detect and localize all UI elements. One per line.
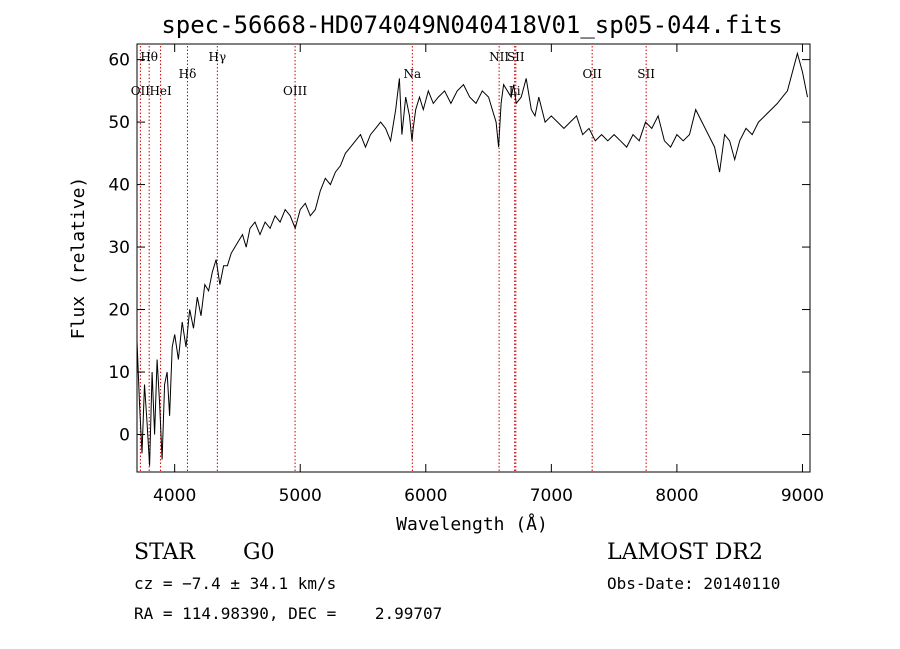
x-tick-label: 6000: [404, 486, 447, 506]
x-axis-label: Wavelength (Å): [396, 513, 548, 535]
spectrum-line: [136, 51, 808, 466]
y-tick-label: 30: [108, 238, 130, 258]
line-marker-label: NII: [489, 50, 509, 64]
y-tick-label: 60: [108, 51, 130, 71]
line-marker-label: Hδ: [179, 67, 197, 81]
line-marker-label: SII: [637, 67, 655, 81]
y-axis-ticks: 0 10 20 30 40 50 60: [108, 51, 810, 446]
y-tick-label: 0: [119, 426, 130, 446]
y-tick-label: 40: [108, 176, 130, 196]
line-marker-label: Hγ: [209, 50, 227, 64]
line-marker-label: OII: [582, 67, 602, 81]
line-marker-label: Na: [404, 67, 422, 81]
x-tick-label: 4000: [153, 486, 196, 506]
x-tick-label: 5000: [279, 486, 322, 506]
plot-frame: [136, 43, 811, 473]
x-axis-ticks: 4000 5000 6000 7000 8000 9000: [153, 44, 824, 506]
x-tick-label: 8000: [655, 486, 698, 506]
line-marker-label: Hθ: [140, 50, 158, 64]
y-axis-label: Flux (relative): [68, 177, 89, 340]
line-marker-label: OIII: [283, 84, 307, 98]
line-marker-label: OII: [131, 84, 151, 98]
observation-date: Obs-Date: 20140110: [607, 574, 780, 593]
object-subclass: G0: [243, 540, 275, 565]
survey-release: LAMOST DR2: [607, 540, 763, 565]
line-marker-label: HeI: [149, 84, 172, 98]
x-tick-label: 9000: [781, 486, 824, 506]
redshift-velocity: cz = −7.4 ± 34.1 km/s: [134, 574, 336, 593]
chart-title: spec-56668-HD074049N040418V01_sp05-044.f…: [161, 11, 782, 39]
y-tick-label: 10: [108, 363, 130, 383]
ra-dec-coordinates: RA = 114.98390, DEC = 2.99707: [134, 604, 442, 623]
object-class: STAR: [134, 540, 196, 565]
y-tick-label: 20: [108, 301, 130, 321]
y-tick-label: 50: [108, 113, 130, 133]
x-tick-label: 7000: [530, 486, 573, 506]
line-marker-label: SII: [507, 50, 525, 64]
